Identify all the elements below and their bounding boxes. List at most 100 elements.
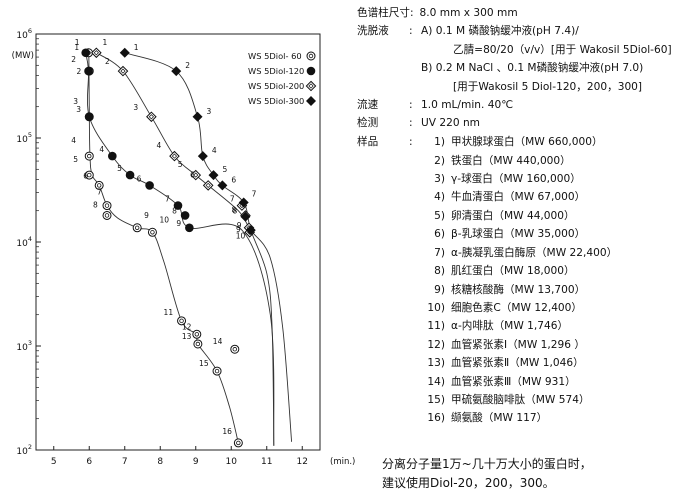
sample-text: 细胞色素C（MW 12,400） (451, 301, 583, 314)
filled-circle-marker (185, 223, 194, 233)
legend-label: WS 5Diol-120 (248, 66, 304, 76)
flow-value: 1.0 mL/min. 40℃ (421, 99, 514, 112)
point-label: 1 (103, 38, 108, 47)
double-circle-marker (84, 170, 94, 180)
double-circle-marker-inner (87, 153, 92, 159)
column-size-label: 色谱柱尺寸 (357, 7, 410, 19)
sample-item: 9) 核糖核酸酶（MW 13,700） (421, 281, 687, 299)
point-label: 15 (199, 359, 209, 368)
filled-circle-marker (306, 66, 316, 76)
calibration-chart: 5 6 7 8 9 10 11 12 (min.)106105104103102(MW)1234… (12, 27, 356, 467)
point-label: 8 (231, 206, 236, 215)
x-tick-label: 12 (297, 457, 308, 467)
x-tick-label: 6 (86, 457, 92, 467)
sample-text: γ-球蛋白（MW 160,000） (451, 173, 581, 186)
sample-item: 5) 卵清蛋白（MW 44,000） (421, 207, 687, 225)
sample-text: 核糖核酸酶（MW 13,700） (451, 283, 586, 296)
open-diamond-marker-inner (205, 182, 211, 189)
sample-text: 血管紧张素Ⅱ（MW 1,046） (451, 357, 584, 370)
y-tick-label: 103 (16, 339, 32, 353)
sample-text: α-内啡肽（MW 1,746） (451, 320, 569, 333)
y-tick-exponent: 5 (28, 131, 32, 139)
double-circle-marker (102, 201, 112, 211)
y-axis-unit: (MW) (12, 51, 34, 61)
sample-text: 铁蛋白（MW 440,000） (451, 154, 571, 167)
point-label: 2 (71, 55, 76, 64)
sample-number: 5) (434, 209, 445, 222)
y-tick-label: 102 (16, 443, 32, 457)
y-tick-base: 10 (16, 239, 28, 249)
colon: : (409, 117, 413, 130)
double-circle-marker-inner (104, 213, 110, 218)
double-circle-marker-inner (195, 341, 201, 347)
open-diamond-marker (190, 169, 202, 181)
open-diamond-marker (146, 111, 157, 123)
sample-item: 2) 铁蛋白（MW 440,000） (421, 152, 687, 170)
sample-number: 2) (434, 154, 445, 167)
point-label: 3 (76, 105, 81, 114)
y-tick-label: 106 (16, 27, 32, 41)
eluent-b-line1: B) 0.2 M NaCl 、0.1 M磷酸钠缓冲液(pH 7.0) (421, 62, 644, 75)
point-label: 6 (83, 171, 88, 180)
recommendation-note: 分离分子量1万~几十万大小的蛋白时， 建议使用Diol-20，200，300。 (382, 455, 592, 493)
sample-number: 12) (427, 338, 445, 351)
eluent-a-line2: 乙腈=80/20（v/v）[用于 Wakosil 5Diol-60] (453, 43, 672, 56)
sample-item: 14) 血管紧张素Ⅲ（MW 931） (421, 373, 687, 391)
legend-label: WS 5Diol-300 (248, 96, 304, 106)
flow-row: 流速 : 1.0 mL/min. 40℃ (357, 96, 687, 114)
filled-circle-marker (81, 48, 90, 58)
sample-number: 15) (427, 393, 445, 406)
point-label: 9 (144, 211, 149, 220)
sample-number: 7) (434, 246, 445, 259)
filled-circle-marker (145, 181, 154, 190)
filled-diamond-marker (240, 211, 251, 222)
x-tick-label: 8 (157, 457, 163, 467)
legend-label: WS 5Diol-200 (248, 81, 304, 91)
column-size-row: 色谱柱尺寸: 8.0 mm x 300 mm (357, 4, 687, 22)
sample-item: 10) 细胞色素C（MW 12,400） (421, 299, 687, 317)
point-label: 4 (99, 145, 104, 154)
series-curve (96, 52, 293, 442)
filled-circle-marker (84, 112, 94, 122)
eluent-row: 洗脱液 : A) 0.1 M 磷酸钠缓冲液(pH 7.4)/ (357, 22, 687, 40)
filled-circle-marker (125, 170, 135, 180)
point-label: 5 (117, 164, 122, 173)
point-label: 9 (176, 219, 181, 228)
open-diamond-marker (202, 180, 214, 191)
filled-circle-marker (180, 211, 190, 220)
colon: : (409, 25, 413, 38)
sample-number: 1) (434, 136, 445, 149)
point-label: 12 (182, 322, 192, 331)
open-diamond-marker-inner (148, 114, 154, 120)
double-circle-marker-inner (236, 440, 241, 446)
point-label: 5 (73, 155, 78, 164)
y-tick-exponent: 4 (28, 235, 32, 243)
double-circle-marker-inner (87, 172, 92, 178)
open-diamond-marker (117, 65, 129, 77)
sample-item: 15) 甲硫氨酸脑啡肽（MW 574） (421, 391, 687, 409)
point-label: 3 (73, 97, 78, 106)
y-tick-base: 10 (16, 31, 28, 41)
sample-text: β-乳球蛋白（MW 35,000） (451, 228, 586, 241)
double-circle-marker (306, 51, 316, 61)
open-diamond-marker-inner (93, 50, 99, 56)
eluent-b-row: B) 0.2 M NaCl 、0.1 M磷酸钠缓冲液(pH 7.0) (357, 59, 687, 77)
sample-number: 3) (434, 173, 445, 186)
filled-diamond-marker (192, 111, 203, 122)
sample-item: 4) 牛血清蛋白（MW 67,000） (421, 188, 687, 206)
sample-item: 16) 缬氨酸（MW 117） (421, 409, 687, 427)
double-circle-marker-inner (194, 332, 200, 337)
sample-number: 16) (427, 412, 445, 425)
sample-number: 8) (434, 265, 445, 278)
y-tick-label: 105 (16, 131, 32, 145)
point-label: 6 (190, 170, 195, 179)
sample-text: 甲状腺球蛋白（MW 660,000） (451, 136, 603, 149)
series-curve (88, 52, 239, 444)
open-diamond-marker (91, 47, 102, 59)
sample-number: 13) (427, 357, 445, 370)
sample-number: 9) (434, 283, 445, 296)
filled-diamond-marker (119, 47, 130, 58)
filled-diamond-marker (238, 197, 249, 208)
sample-label: 样品 (357, 135, 379, 148)
